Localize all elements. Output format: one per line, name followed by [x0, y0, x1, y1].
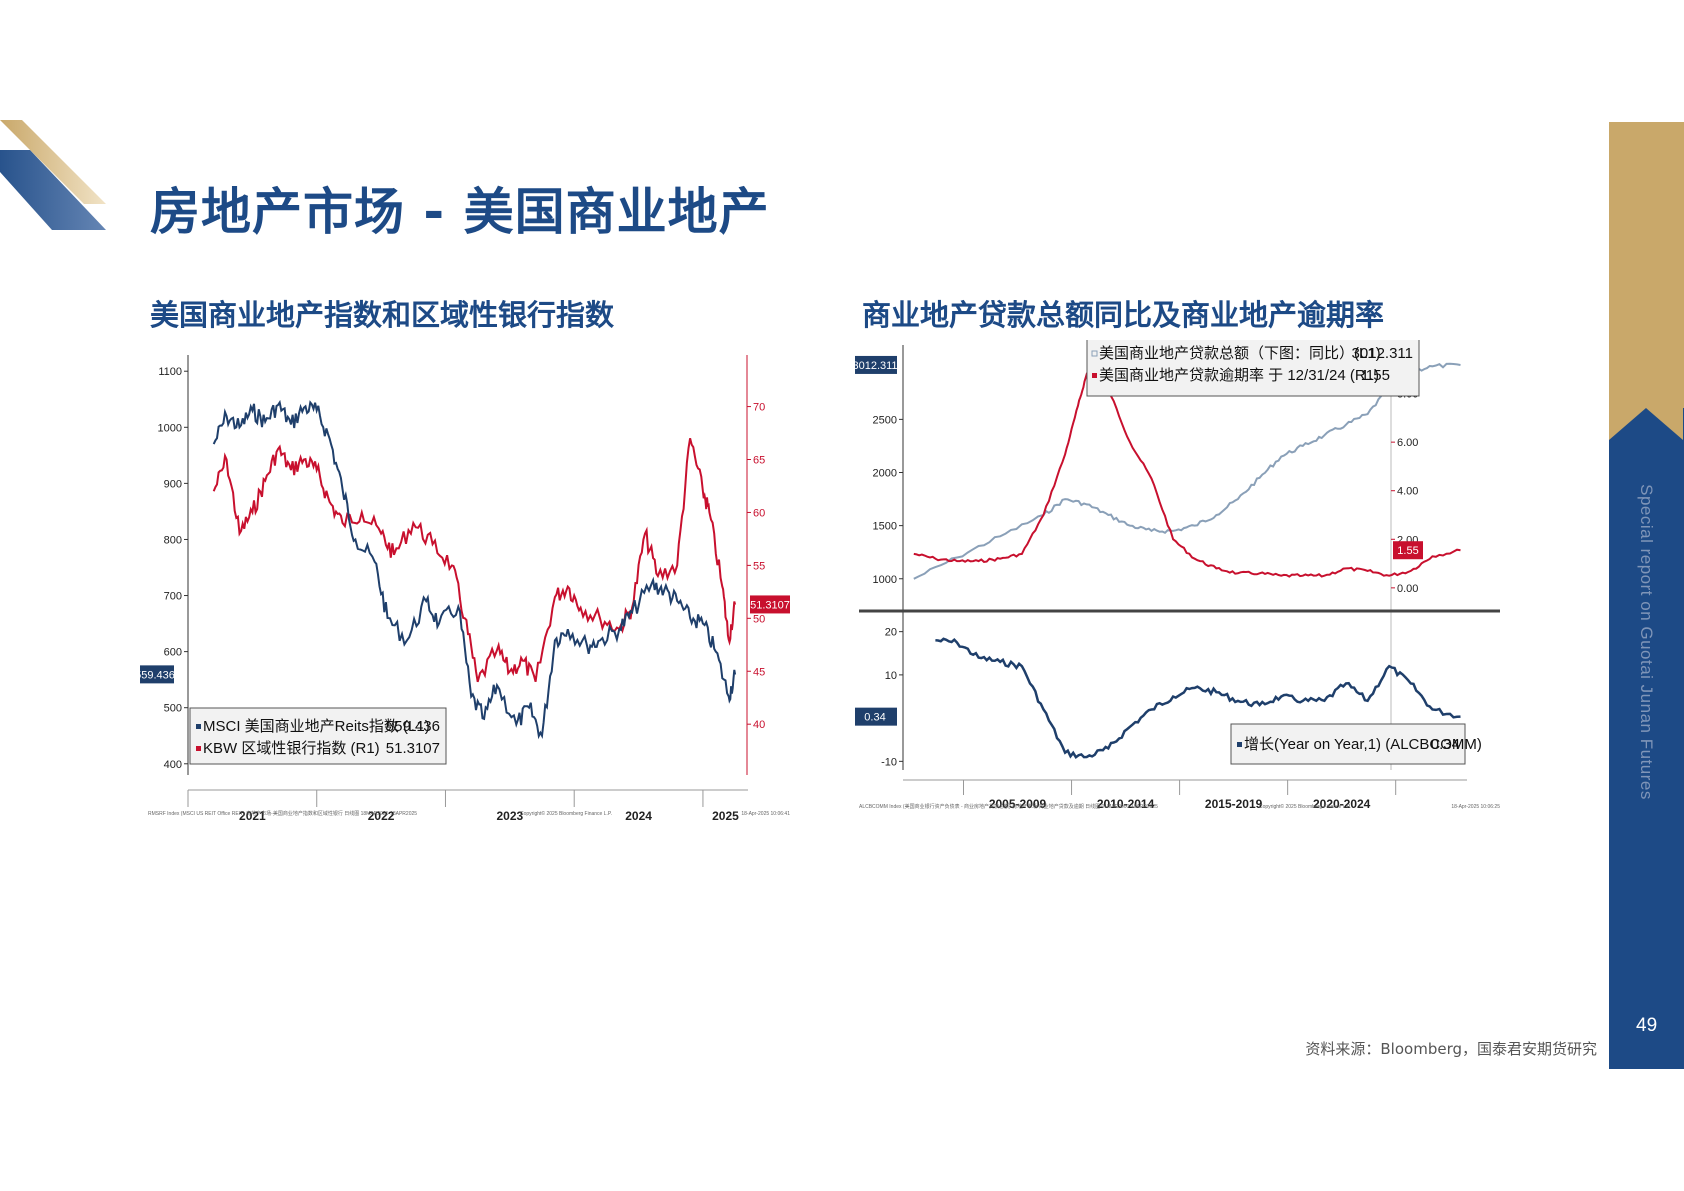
sidebar-blue-block [1609, 408, 1684, 1069]
y-left-tick-label: 2500 [873, 414, 897, 426]
chart-footer-date: 18-Apr-2025 10:06:25 [1451, 804, 1500, 810]
series-line-delinquency [913, 372, 1461, 578]
chart-footer-date: 18-Apr-2025 10:06:41 [741, 811, 790, 817]
legend-value-yoy: 0.34 [1431, 736, 1460, 753]
chart-footer-left: ALCBCOMM Index (美国商业银行资产负债表 - 商业房地产贷款总额)… [859, 803, 1158, 810]
legend-swatch-msci [196, 724, 201, 729]
last-value-tag-delinquency [1393, 541, 1423, 560]
corner-stripes-decoration [0, 120, 106, 230]
y-right-tick-label: 60 [753, 507, 765, 519]
x-tick-label: 2020-2024 [1313, 797, 1371, 811]
legend-swatch-yoy [1237, 742, 1242, 747]
right-chart-subtitle: 商业地产贷款总额同比及商业地产逾期率 [862, 298, 1385, 332]
y-bottom-tick-label: 20 [885, 627, 897, 639]
last-value-msci: 559.436 [140, 669, 175, 681]
legend-box-bottom [1230, 723, 1466, 765]
y-right-tick-label: 45 [753, 666, 765, 678]
y-left-tick-label: 700 [164, 591, 182, 603]
legend-value-delinquency: 1.55 [1361, 367, 1390, 384]
last-value-tag-msci [140, 665, 174, 684]
y-left-tick-label: 500 [164, 703, 182, 715]
y-right-tick-label: 6.00 [1397, 437, 1418, 449]
sidebar-gold-block [1609, 122, 1684, 408]
y-left-tick-label: 400 [164, 759, 182, 771]
legend-label-total: 美国商业地产贷款总额（下图：同比）(L1) [1099, 345, 1381, 362]
x-tick-label: 2022 [368, 809, 395, 820]
sidebar-notch [1609, 408, 1683, 440]
legend-label-yoy: 增长(Year on Year,1) (ALCBCOMM) [1244, 736, 1482, 753]
legend-value-msci: 559.436 [386, 718, 440, 735]
page-number: 49 [1636, 1015, 1658, 1036]
x-tick-label: 2023 [496, 809, 523, 820]
y-bottom-tick-label: 10 [885, 670, 897, 682]
y-right-tick-label: 70 [753, 402, 765, 414]
last-value-yoy: 0.34 [864, 712, 885, 724]
y-right-tick-label: 55 [753, 560, 765, 572]
y-left-tick-label: 1500 [873, 521, 897, 533]
last-value-tag-yoy [855, 707, 897, 726]
y-left-tick-label: 600 [164, 647, 182, 659]
legend-swatch-kbw [196, 746, 201, 751]
x-tick-label: 2021 [239, 809, 266, 820]
last-value-total: 3012.311 [855, 360, 898, 372]
y-left-tick-label: 2000 [873, 468, 897, 480]
y-bottom-tick-label: -10 [881, 756, 897, 768]
source-note: 资料来源：Bloomberg，国泰君安期货研究 [1305, 1040, 1597, 1058]
series-line-kbw [212, 438, 737, 683]
legend-swatch-total [1091, 350, 1098, 357]
legend-value-kbw: 51.3107 [386, 740, 440, 757]
legend-box [189, 707, 447, 765]
left-chart-subtitle: 美国商业地产指数和区域性银行指数 [150, 298, 615, 332]
series-line-loan-total [913, 362, 1461, 580]
chart-footer-copyright: Copyright© 2025 Bloomberg Finance L.P. [520, 810, 612, 817]
sidebar-band: Special report on Guotai Junan Futures [1609, 122, 1684, 1069]
x-tick-label: 2015-2019 [1205, 797, 1263, 811]
y-right-tick-label: 4.00 [1397, 486, 1418, 498]
x-tick-label: 2025 [712, 809, 739, 820]
x-tick-label: 2010-2014 [1097, 797, 1155, 811]
chart-footer-left: RMSRF Index (MSCI US REIT Office REIT) 房… [148, 810, 417, 817]
y-left-tick-label: 900 [164, 478, 182, 490]
y-right-tick-label: 40 [753, 719, 765, 731]
x-tick-label: 2005-2009 [989, 797, 1047, 811]
y-left-tick-label: 1000 [873, 574, 897, 586]
y-right-tick-label: 50 [753, 613, 765, 625]
legend-swatch-delinquency [1092, 373, 1097, 378]
page-title: 房地产市场 - 美国商业地产 [150, 183, 770, 241]
sidebar-report-text: Special report on Guotai Junan Futures [1637, 484, 1656, 800]
y-right-tick-label: 0.00 [1397, 583, 1418, 595]
x-tick-label: 2024 [625, 809, 652, 820]
chart-footer-copyright: Copyright© 2025 Bloomberg Finance L.P. [1259, 803, 1351, 810]
y-left-tick-label: 1000 [158, 422, 182, 434]
last-value-tag-kbw [750, 595, 790, 614]
y-left-tick-label: 800 [164, 534, 182, 546]
legend-box-top [1086, 340, 1420, 397]
y-right-tick-label: 65 [753, 455, 765, 467]
right-chart: 10001500200025000.002.004.006.008.00-101… [855, 340, 1500, 811]
legend-label-delinquency: 美国商业地产贷款逾期率 于 12/31/24 (R1) [1099, 367, 1379, 384]
legend-label-kbw: KBW 区域性银行指数 (R1) [203, 740, 380, 757]
series-line-yoy [935, 637, 1461, 760]
legend-label-msci: MSCI 美国商业地产Reits指数 (L1) [203, 718, 430, 735]
last-value-tag-total [855, 355, 897, 374]
series-line-msci [212, 399, 737, 740]
last-value-delinquency: 1.55 [1397, 545, 1418, 557]
left-chart: 400 500 600 700 800 900 1000 1100 40 45 50 55 60 65 70… [140, 355, 790, 820]
y-left-tick-label: 1100 [158, 366, 182, 378]
last-value-kbw: 51.3107 [750, 599, 790, 611]
legend-value-total: 3012.311 [1352, 345, 1413, 362]
